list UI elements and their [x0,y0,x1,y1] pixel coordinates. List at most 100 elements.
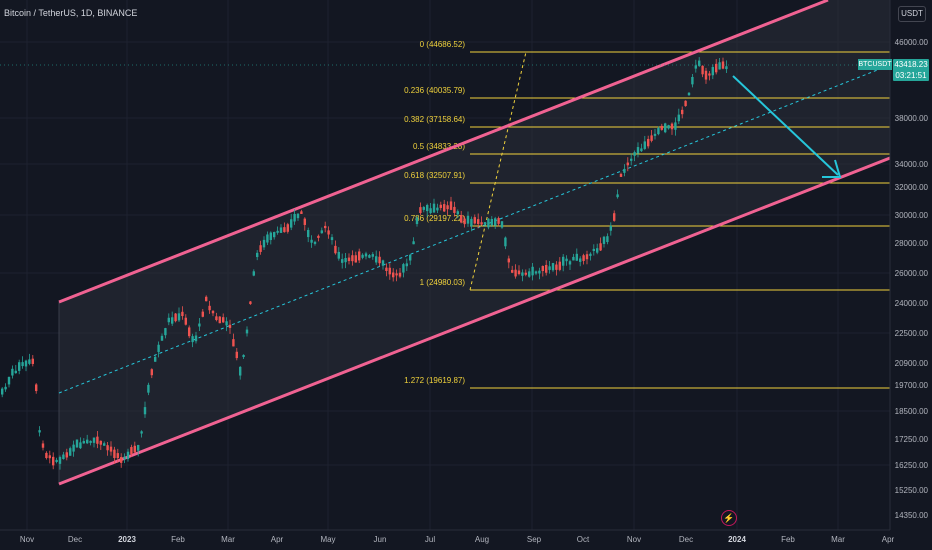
candle-body [657,128,660,135]
candle-body [439,204,442,208]
candle-body [89,440,92,443]
candle-body [69,448,72,456]
candle-body [483,222,487,225]
price-tick: 24000.00 [895,299,929,308]
candle-body [545,264,548,273]
time-label: Mar [221,535,235,544]
candle-body [137,444,140,451]
projection-arrow[interactable] [732,75,842,178]
candle-body [140,431,143,434]
candle-body [283,227,286,233]
candle-body [456,211,459,215]
candle-body [385,267,388,271]
candle-body [582,255,585,261]
candle-body [589,253,592,256]
candle-body [18,362,21,371]
candle-body [4,386,7,390]
price-tick: 38000.00 [895,114,929,123]
candle-body [412,241,415,245]
candle-body [334,245,337,254]
candle-body [31,358,34,364]
candle-body [109,446,113,452]
candle-body [602,236,606,244]
time-label: 2024 [728,535,746,544]
channel-midline[interactable] [58,64,891,394]
candle-body [398,272,402,277]
candle-body [1,388,4,395]
fib-levels [470,51,890,389]
candle-body [307,230,310,238]
candle-body [303,218,306,225]
candle-body [7,376,11,385]
candle-body [613,213,616,221]
candle-body [62,454,65,460]
candle-body [555,264,558,270]
fib-labels: 0 (44686.52) 0.236 (40035.79) 0.382 (371… [404,40,465,385]
candle-body [351,255,354,262]
candle-body [477,219,480,224]
candle-body [86,439,89,444]
candle-body [96,436,99,444]
price-tick: 14350.00 [895,511,929,520]
candle-body [453,206,456,213]
lightning-icon[interactable]: ⚡ [721,510,737,526]
time-label: Feb [781,535,795,544]
candle-body [572,256,575,261]
channel-upper-line[interactable] [58,0,829,304]
time-label: Dec [679,535,693,544]
time-label: Mar [831,535,845,544]
time-label: 2023 [118,535,136,544]
candle-body [228,324,232,328]
candle-body [48,455,51,459]
candle-body [188,327,191,337]
candle-body [72,444,75,452]
candle-body [28,359,31,364]
candle-body [626,162,629,166]
candle-body [269,232,272,241]
candle-body [541,266,544,272]
channel-fill [59,0,890,484]
candle-body [415,217,419,225]
candle-body [38,430,41,433]
candle-body [218,316,221,324]
candle-body [609,225,612,231]
candle-body [514,269,517,277]
candle-body [368,255,371,258]
time-label: Jul [425,535,435,544]
currency-unit-button[interactable]: USDT [898,6,926,22]
candle-body [113,449,116,458]
candle-body [174,313,177,322]
candle-body [194,335,198,342]
candle-body [381,260,385,266]
candle-body [660,125,663,130]
candle-body [494,218,497,226]
candle-body [58,457,62,464]
last-price-tag: 43418.23 03:21:51 [893,59,929,81]
candle-body [681,109,684,115]
candle-body [181,311,184,317]
price-tick: 32000.00 [895,183,929,192]
candle-body [674,122,677,130]
candle-body [446,205,449,210]
candle-body [664,123,667,133]
candle-body [222,317,225,323]
candle-body [239,366,242,376]
price-tick: 22500.00 [895,329,929,338]
candle-body [358,251,361,261]
candle-body [41,443,45,448]
fib-label-0: 0 (44686.52) [420,40,466,49]
time-label: Aug [475,535,489,544]
channel-lower-line[interactable] [58,156,891,486]
candle-body [419,207,422,214]
symbol-title[interactable]: Bitcoin / TetherUS, 1D, BINANCE [4,8,138,18]
candle-body [35,384,38,392]
candle-body [279,227,283,233]
candle-body [211,310,215,314]
candle-body [721,61,725,69]
candle-body [375,256,378,263]
candle-body [245,329,249,334]
candle-body [670,123,674,130]
candle-body [507,258,510,263]
candle-body [562,256,565,266]
